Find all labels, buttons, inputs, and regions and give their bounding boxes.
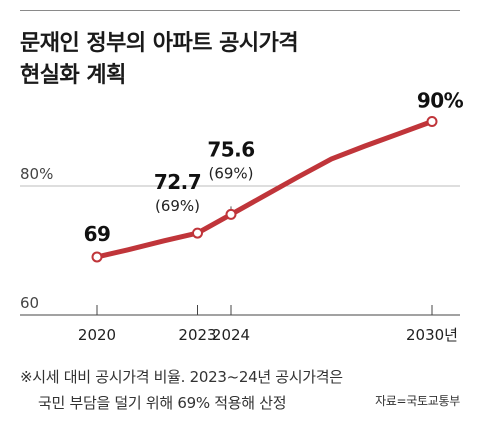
data-point-2024	[225, 208, 237, 220]
footnote-line-1: ※시세 대비 공시가격 비율. 2023~24년 공시가격은	[20, 368, 343, 386]
footnote: ※시세 대비 공시가격 비율. 2023~24년 공시가격은 국민 부담을 덜기…	[20, 364, 343, 416]
data-point-2030	[426, 116, 438, 127]
chart-title: 문재인 정부의 아파트 공시가격 현실화 계획	[20, 28, 299, 92]
data-label-2024: 75.6	[207, 137, 254, 161]
data-label-2023: 72.7	[154, 170, 201, 194]
y-tick-label-80: 80%	[20, 165, 53, 183]
series-line	[94, 119, 435, 260]
y-tick-label-60: 60	[20, 294, 39, 312]
source-note: 자료=국토교통부	[375, 394, 460, 408]
x-tick-label-2024: 2024	[212, 326, 250, 344]
x-tick-label-2023: 2023	[178, 326, 216, 344]
data-label-2020: 69	[84, 222, 111, 246]
data-sublabel-2024: (69%)	[208, 164, 253, 182]
top-rule	[20, 10, 460, 11]
x-tick-label-2030: 2030년	[406, 326, 458, 344]
footnote-line-2: 국민 부담을 덜기 위해 69% 적용해 산정	[38, 394, 287, 412]
data-point-2023	[192, 227, 203, 239]
title-line-1: 문재인 정부의 아파트 공시가격	[20, 31, 299, 56]
data-sublabel-2023: (69%)	[155, 197, 200, 215]
data-point-2020	[91, 251, 103, 263]
x-tick-label-2020: 2020	[78, 326, 116, 344]
data-label-2030: 90%	[417, 89, 464, 113]
title-line-2: 현실화 계획	[20, 63, 126, 88]
